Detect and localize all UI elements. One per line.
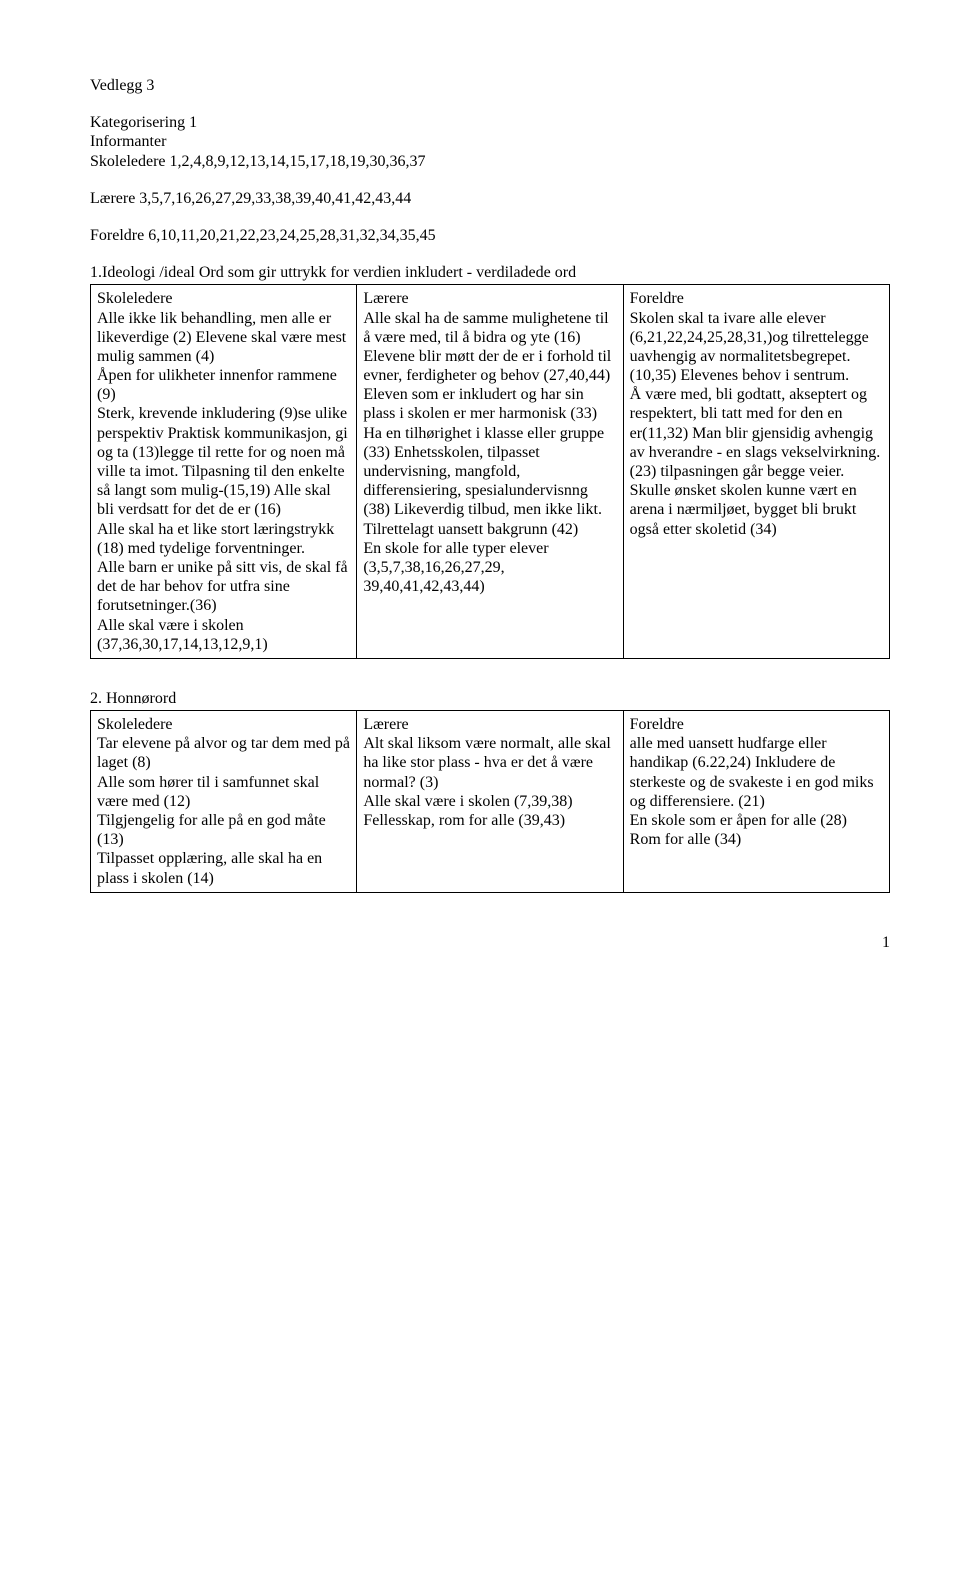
laerere-line: Lærere 3,5,7,16,26,27,29,33,38,39,40,41,…	[90, 189, 890, 208]
cell-text: Lærere Alle skal ha de samme mulighetene…	[363, 289, 616, 596]
cell-text: Foreldre alle med uansett hudfarge eller…	[630, 715, 883, 849]
cell-text: Skoleledere Alle ikke lik behandling, me…	[97, 289, 350, 654]
foreldre-block: Foreldre 6,10,11,20,21,22,23,24,25,28,31…	[90, 226, 890, 245]
table-section2: Skoleledere Tar elevene på alvor og tar …	[90, 710, 890, 893]
table-row: Skoleledere Alle ikke lik behandling, me…	[91, 285, 890, 659]
section2-heading: 2. Honnørord	[90, 689, 890, 708]
laerere-block: Lærere 3,5,7,16,26,27,29,33,38,39,40,41,…	[90, 189, 890, 208]
cell-text: Lærere Alt skal liksom være normalt, all…	[363, 715, 616, 830]
table-section1: Skoleledere Alle ikke lik behandling, me…	[90, 284, 890, 659]
section1-heading: 1.Ideologi /ideal Ord som gir uttrykk fo…	[90, 263, 890, 282]
table-row: Skoleledere Tar elevene på alvor og tar …	[91, 711, 890, 893]
page-number: 1	[90, 933, 890, 952]
col-header-skoleledere: Skoleledere Tar elevene på alvor og tar …	[91, 711, 357, 893]
foreldre-line: Foreldre 6,10,11,20,21,22,23,24,25,28,31…	[90, 226, 890, 245]
vedlegg-title: Vedlegg 3	[90, 76, 890, 95]
col-header-foreldre: Foreldre alle med uansett hudfarge eller…	[623, 711, 889, 893]
intro-block: Kategorisering 1 Informanter Skoleledere…	[90, 113, 890, 171]
informanter-label: Informanter	[90, 132, 890, 151]
col-header-foreldre: Foreldre Skolen skal ta ivare alle eleve…	[623, 285, 889, 659]
cell-text: Skoleledere Tar elevene på alvor og tar …	[97, 715, 350, 888]
col-header-laerere: Lærere Alle skal ha de samme mulighetene…	[357, 285, 623, 659]
cell-text: Foreldre Skolen skal ta ivare alle eleve…	[630, 289, 883, 538]
col-header-laerere: Lærere Alt skal liksom være normalt, all…	[357, 711, 623, 893]
kategorisering-title: Kategorisering 1	[90, 113, 890, 132]
col-header-skoleledere: Skoleledere Alle ikke lik behandling, me…	[91, 285, 357, 659]
skoleledere-line: Skoleledere 1,2,4,8,9,12,13,14,15,17,18,…	[90, 152, 890, 171]
